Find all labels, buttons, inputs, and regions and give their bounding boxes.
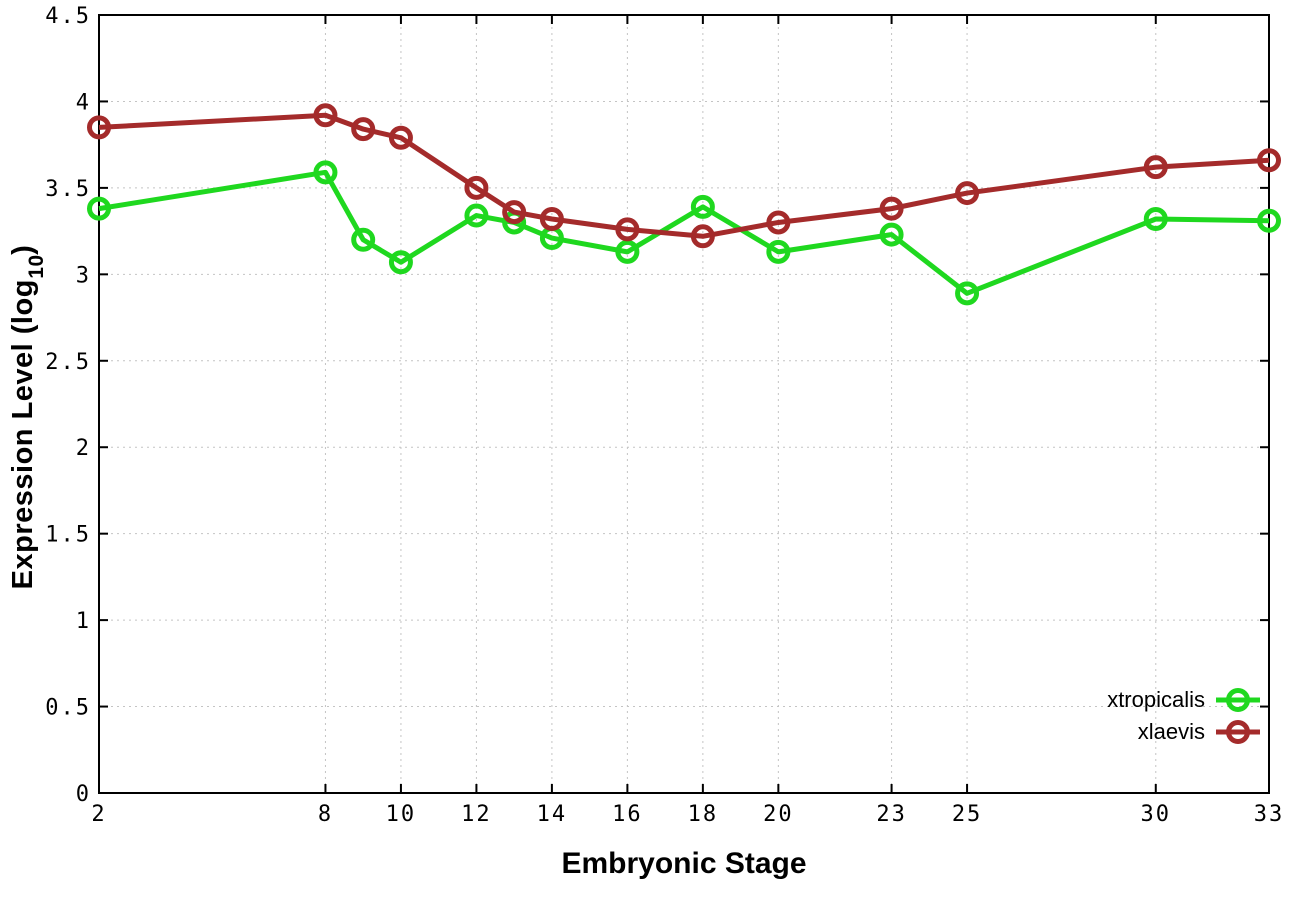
y-tick-label: 3.5 xyxy=(45,177,91,202)
x-tick-label: 33 xyxy=(1254,802,1285,827)
data-point-xlaevis xyxy=(615,217,640,242)
y-axis-title-subscript: 10 xyxy=(25,254,49,279)
x-tick-label: 14 xyxy=(537,802,568,827)
data-point-xlaevis xyxy=(879,196,904,221)
data-point-xlaevis xyxy=(539,207,564,232)
legend: xtropicalis xlaevis xyxy=(1107,684,1262,747)
data-point-xlaevis xyxy=(955,181,980,206)
data-point-xlaevis xyxy=(388,125,413,150)
x-tick-label: 12 xyxy=(461,802,492,827)
data-point-xlaevis xyxy=(87,115,111,140)
legend-item-xtropicalis: xtropicalis xyxy=(1107,684,1262,715)
x-tick-label: 20 xyxy=(763,802,794,827)
y-tick-label: 0.5 xyxy=(45,696,91,721)
data-point-xlaevis xyxy=(464,175,489,200)
data-point-xtropicalis xyxy=(1257,208,1281,233)
data-point-xtropicalis xyxy=(955,281,980,306)
legend-marker-xlaevis-icon xyxy=(1216,719,1260,744)
y-tick-label: 1 xyxy=(76,609,91,634)
x-tick-label: 16 xyxy=(612,802,643,827)
data-point-xlaevis xyxy=(690,224,715,249)
x-tick-label: 30 xyxy=(1141,802,1172,827)
data-point-xlaevis xyxy=(1143,155,1168,180)
data-point-xlaevis xyxy=(313,103,338,128)
x-tick-label: 25 xyxy=(952,802,983,827)
legend-marker-xtropicalis-icon xyxy=(1216,687,1260,712)
x-tick-label: 23 xyxy=(876,802,907,827)
legend-label-xlaevis: xlaevis xyxy=(1137,718,1205,744)
y-axis-title-end: ) xyxy=(7,244,40,255)
y-tick-label: 3 xyxy=(76,263,91,288)
data-point-xtropicalis xyxy=(766,239,791,264)
series-line-xlaevis xyxy=(98,112,1270,239)
data-point-xtropicalis xyxy=(464,203,489,228)
x-tick-label: 10 xyxy=(386,802,417,827)
legend-item-xlaevis: xlaevis xyxy=(1138,716,1262,747)
data-point-xlaevis xyxy=(502,200,527,225)
y-tick-label: 2 xyxy=(76,436,91,461)
data-point-xtropicalis xyxy=(1143,207,1168,232)
x-tick-label: 8 xyxy=(318,802,333,827)
y-axis-title: Expression Level (log10) xyxy=(7,244,49,590)
y-tick-label: 2.5 xyxy=(45,350,91,375)
data-point-xtropicalis xyxy=(615,239,640,264)
data-point-xlaevis xyxy=(351,117,376,142)
x-tick-label: 18 xyxy=(688,802,719,827)
y-tick-label: 4.5 xyxy=(45,4,91,29)
data-point-xtropicalis xyxy=(388,250,413,275)
y-tick-label: 0 xyxy=(76,782,91,807)
x-axis-title: Embryonic Stage xyxy=(561,847,807,880)
data-point-xlaevis xyxy=(766,210,791,235)
data-point-xtropicalis xyxy=(879,222,904,247)
data-point-xtropicalis xyxy=(351,227,376,252)
data-point-xtropicalis xyxy=(313,160,338,185)
y-axis-title-main: Expression Level (log xyxy=(7,279,40,590)
y-tick-label: 1.5 xyxy=(45,523,91,548)
data-point-xlaevis xyxy=(1257,148,1281,173)
legend-label-xtropicalis: xtropicalis xyxy=(1107,686,1205,712)
plot-border xyxy=(98,14,1270,794)
data-point-xtropicalis xyxy=(690,194,715,219)
y-tick-label: 4 xyxy=(76,90,91,115)
data-point-xtropicalis xyxy=(87,196,111,221)
x-tick-label: 2 xyxy=(91,802,106,827)
